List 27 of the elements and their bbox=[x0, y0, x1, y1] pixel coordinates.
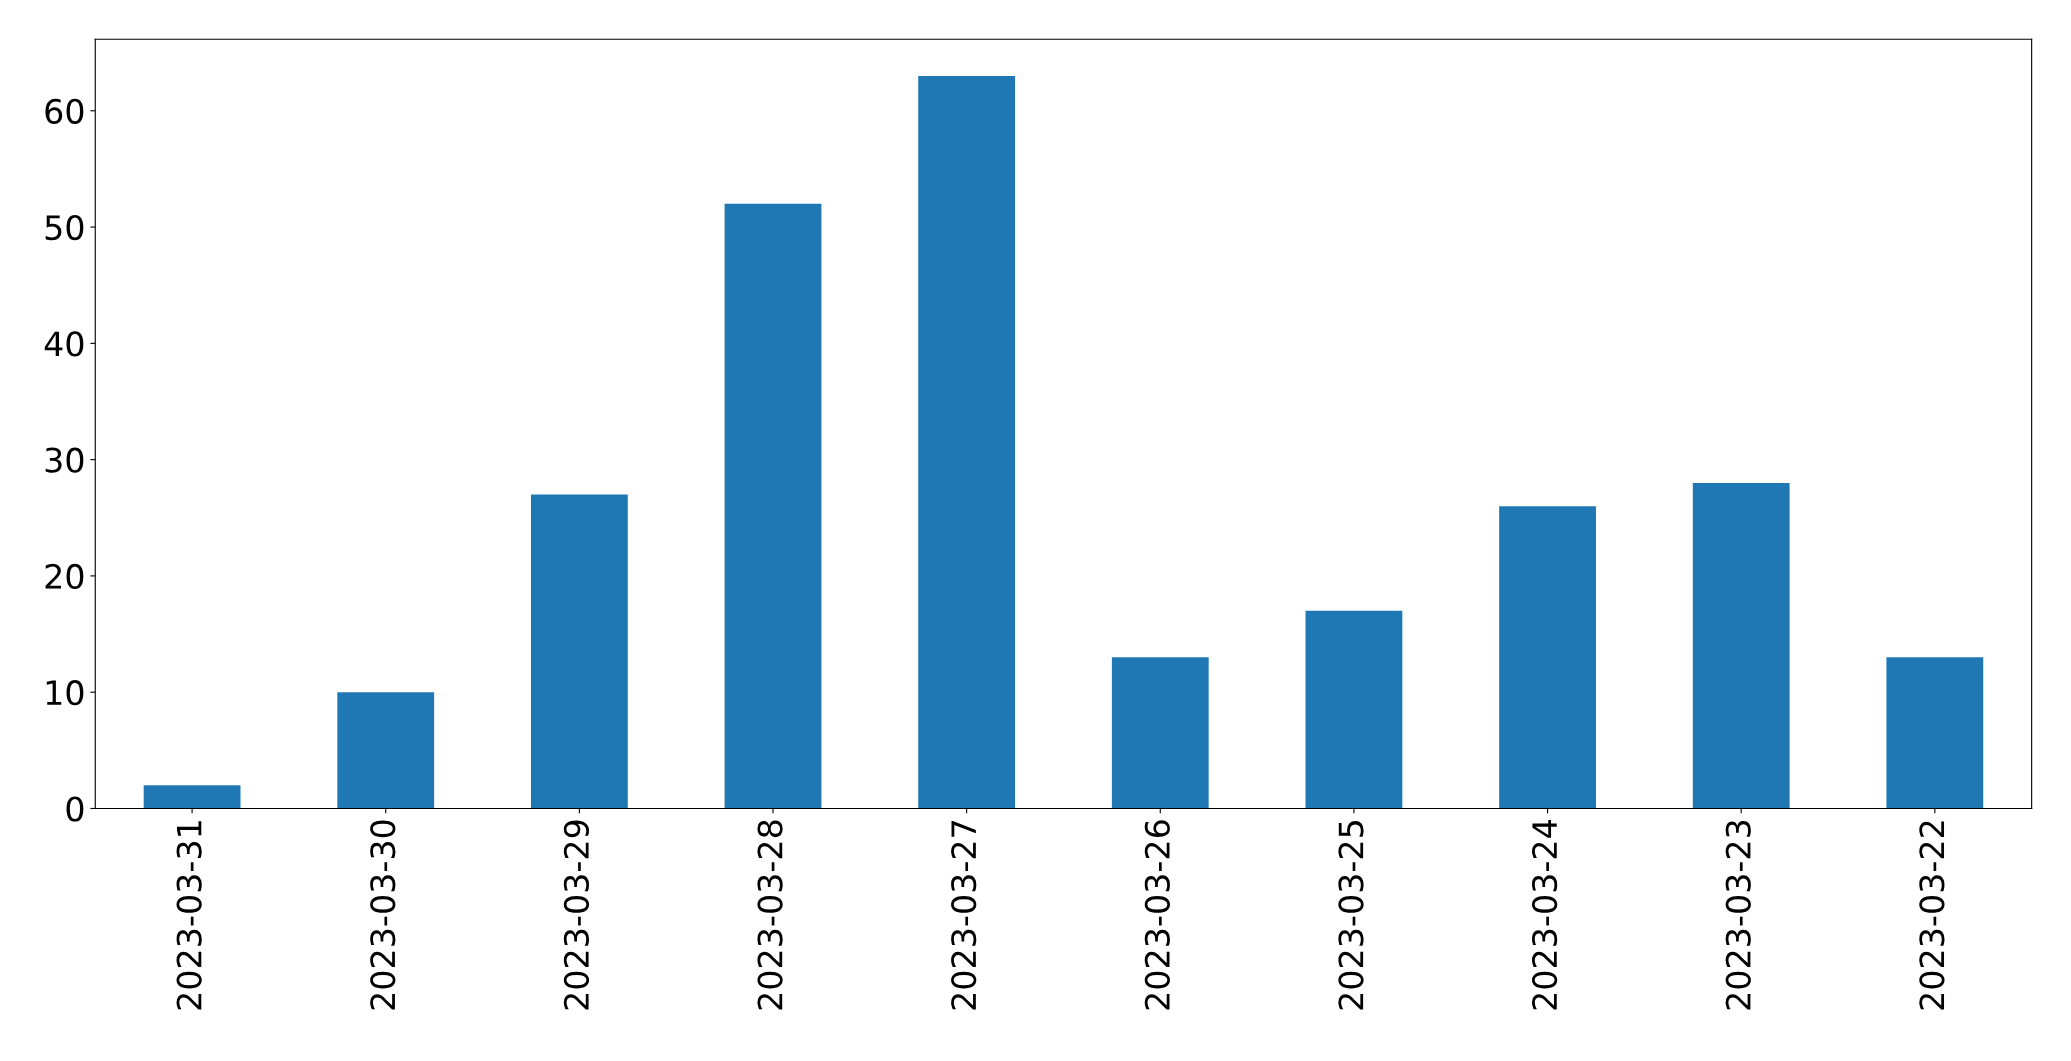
x-tick-label: 2023-03-29 bbox=[563, 820, 590, 1010]
x-tick-label: 2023-03-31 bbox=[176, 821, 202, 1010]
y-tick-label: 20 bbox=[45, 563, 84, 590]
x-tick-label: 2023-03-26 bbox=[1144, 820, 1170, 1010]
x-tick-label: 2023-03-23 bbox=[1725, 820, 1751, 1010]
x-tick-label: 2023-03-28 bbox=[757, 820, 783, 1010]
y-tick-label: 50 bbox=[45, 214, 84, 241]
bar bbox=[724, 203, 822, 809]
bar bbox=[1886, 657, 1984, 809]
bar bbox=[1305, 610, 1403, 809]
y-tick-label: 30 bbox=[45, 447, 84, 473]
x-tick-label: 2023-03-25 bbox=[1338, 821, 1364, 1010]
y-tick-label: 40 bbox=[44, 331, 84, 357]
bar bbox=[143, 785, 241, 809]
bar bbox=[337, 692, 435, 809]
y-tick-label: 0 bbox=[66, 796, 84, 822]
bar bbox=[1692, 482, 1790, 809]
bar bbox=[530, 494, 628, 809]
bar bbox=[1499, 506, 1596, 809]
bar bbox=[1111, 657, 1209, 809]
x-tick-label: 2023-03-30 bbox=[370, 820, 396, 1010]
bar bbox=[918, 75, 1016, 809]
y-tick-label: 10 bbox=[46, 680, 84, 706]
x-tick-label: 2023-03-24 bbox=[1532, 820, 1558, 1010]
y-tick-label: 60 bbox=[45, 98, 84, 124]
x-tick-label: 2023-03-22 bbox=[1919, 821, 1945, 1010]
x-tick-label: 2023-03-27 bbox=[951, 821, 977, 1010]
